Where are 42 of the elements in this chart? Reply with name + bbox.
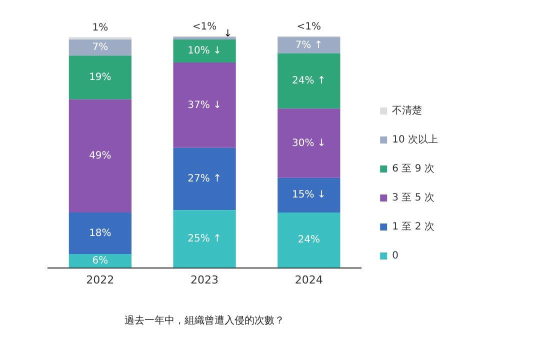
legend-label: 0: [392, 250, 398, 262]
data-label: 27% ↑: [188, 174, 222, 185]
legend-label: 6 至 9 次: [392, 164, 434, 175]
bar: [68, 212, 132, 254]
legend-label: 3 至 5 次: [392, 192, 434, 204]
bar: [278, 212, 340, 268]
legend-label: 不清楚: [392, 104, 422, 117]
bar: [278, 108, 340, 178]
data-label: 1%: [92, 22, 108, 34]
data-label: 18%: [89, 228, 112, 239]
bar: [173, 210, 236, 268]
data-label: <1%: [296, 22, 322, 33]
bar: [278, 178, 340, 212]
data-label: 30% ↓: [292, 138, 326, 149]
legend-label: 1 至 2 次: [392, 222, 434, 233]
x-tick-label: 2023: [190, 273, 219, 286]
legend-label: 10 次以上: [392, 134, 438, 146]
x-tick-label: 2024: [294, 273, 323, 286]
x-tick-label: 2022: [86, 273, 114, 286]
data-label: 7%: [92, 42, 108, 54]
data-label: 7% ↑: [295, 40, 323, 51]
bar: [278, 37, 340, 54]
bar: [68, 39, 132, 56]
bar: [68, 99, 132, 212]
x-axis-title: 過去一年中，組織曾遭入侵的次數？: [124, 314, 285, 327]
data-label: 49%: [89, 150, 112, 162]
data-label: 6%: [92, 255, 108, 266]
bar: [173, 148, 236, 210]
data-label: 37% ↓: [188, 100, 222, 111]
bar: [173, 39, 236, 63]
bar: [68, 56, 132, 100]
bar: [68, 254, 132, 268]
data-label: ↓: [224, 28, 232, 40]
data-label: 19%: [89, 72, 112, 84]
data-label: 24%: [298, 234, 320, 246]
bar: [278, 53, 340, 109]
data-label: <1%: [192, 22, 217, 33]
data-label: 15% ↓: [292, 190, 326, 201]
data-label: 25% ↑: [188, 234, 222, 245]
data-label: 24% ↑: [292, 76, 326, 87]
bar: [173, 62, 236, 148]
data-label: 10% ↓: [188, 46, 222, 57]
